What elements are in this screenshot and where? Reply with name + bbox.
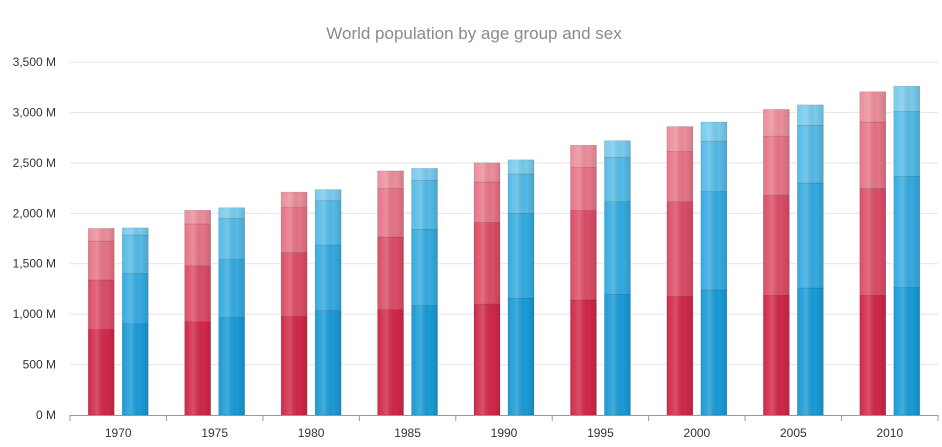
bar-segment-shine bbox=[763, 295, 790, 415]
bar-segment-shine bbox=[666, 126, 693, 152]
bar-segment-shine bbox=[893, 111, 920, 177]
bar-segment-shine bbox=[508, 173, 534, 214]
bar-segment-shine bbox=[666, 151, 693, 202]
bar-segment-shine bbox=[377, 188, 404, 237]
bar-segment-shine bbox=[474, 162, 500, 183]
bar-segment-shine bbox=[88, 228, 115, 242]
bar-segment-shine bbox=[184, 223, 211, 266]
bar-segment-shine bbox=[377, 309, 404, 415]
bars bbox=[87, 85, 921, 416]
bar-segment-shine bbox=[893, 176, 920, 288]
bar-segment-shine bbox=[281, 207, 308, 253]
bar-segment-shine bbox=[315, 189, 342, 201]
bar-segment-shine bbox=[474, 304, 500, 415]
bar-segment-shine bbox=[184, 265, 211, 322]
bar-segment-shine bbox=[570, 210, 597, 301]
y-tick-label: 2,000 M bbox=[13, 206, 56, 220]
bar-segment-shine bbox=[184, 321, 211, 415]
y-tick-label: 1,000 M bbox=[13, 307, 56, 321]
bar-segment-shine bbox=[411, 305, 438, 415]
bar-segment-shine bbox=[218, 317, 245, 415]
bar-segment-shine bbox=[122, 323, 149, 415]
bar-segment-shine bbox=[797, 125, 824, 184]
bar-segment-shine bbox=[859, 91, 886, 123]
bar-segment-shine bbox=[700, 122, 727, 142]
bar-segment-shine bbox=[281, 316, 308, 415]
bar-segment-shine bbox=[315, 245, 342, 311]
bar-segment-shine bbox=[377, 170, 404, 189]
bar-segment-shine bbox=[88, 241, 115, 280]
bar-segment-shine bbox=[122, 273, 149, 324]
bar-segment-shine bbox=[604, 201, 631, 295]
bar-segment-shine bbox=[763, 109, 790, 137]
bar-segment-shine bbox=[604, 157, 631, 202]
bar-segment-shine bbox=[666, 201, 693, 297]
y-tick-label: 500 M bbox=[23, 358, 56, 372]
bar-segment-shine bbox=[508, 213, 534, 299]
x-tick-label: 1985 bbox=[394, 426, 421, 440]
bar-segment-shine bbox=[88, 329, 115, 415]
bar-segment-shine bbox=[700, 289, 727, 415]
bar-segment-shine bbox=[281, 192, 308, 208]
bar-segment-shine bbox=[797, 287, 824, 415]
bar-segment-shine bbox=[218, 207, 245, 219]
x-tick-label: 2010 bbox=[876, 426, 903, 440]
bar-segment-shine bbox=[315, 200, 342, 246]
gridlines bbox=[70, 61, 938, 366]
bar-segment-shine bbox=[281, 252, 308, 317]
y-tick-label: 2,500 M bbox=[13, 156, 56, 170]
bar-segment-shine bbox=[122, 227, 149, 235]
bar-segment-shine bbox=[570, 300, 597, 415]
bar-segment-shine bbox=[411, 168, 438, 181]
y-tick-label: 0 M bbox=[36, 408, 56, 422]
x-tick-label: 1995 bbox=[587, 426, 614, 440]
bar-segment-shine bbox=[474, 182, 500, 223]
x-tick-label: 1975 bbox=[201, 426, 228, 440]
bar-segment-shine bbox=[763, 136, 790, 196]
bar-segment-shine bbox=[604, 294, 631, 415]
bar-segment-shine bbox=[700, 141, 727, 192]
bar-segment-shine bbox=[88, 279, 115, 330]
bar-segment-shine bbox=[218, 259, 245, 318]
x-tick-label: 1980 bbox=[298, 426, 325, 440]
bar-segment-shine bbox=[122, 234, 149, 274]
bar-segment-shine bbox=[666, 296, 693, 415]
x-tick-label: 2000 bbox=[684, 426, 711, 440]
bar-segment-shine bbox=[474, 222, 500, 305]
y-tick-label: 3,500 M bbox=[13, 55, 56, 69]
bar-segment-shine bbox=[218, 218, 245, 260]
bar-segment-shine bbox=[184, 210, 211, 224]
x-tick-label: 1990 bbox=[491, 426, 518, 440]
y-tick-label: 1,500 M bbox=[13, 257, 56, 271]
bar-segment-shine bbox=[859, 295, 886, 415]
x-tick-label: 1970 bbox=[105, 426, 132, 440]
x-axis-tick-labels: 1970 1975 1980 1985 1990 1995 2000 2005 2010 bbox=[105, 426, 904, 440]
bar-segment-shine bbox=[411, 229, 438, 306]
bar-segment-shine bbox=[570, 145, 597, 168]
y-tick-label: 3,000 M bbox=[13, 105, 56, 119]
bar-segment-shine bbox=[859, 188, 886, 296]
bar-segment-shine bbox=[315, 310, 342, 415]
bar-segment-shine bbox=[893, 287, 920, 415]
bar-segment-shine bbox=[508, 159, 534, 174]
bar-segment-shine bbox=[763, 195, 790, 296]
bar-segment-shine bbox=[411, 180, 438, 230]
bar-segment-shine bbox=[797, 183, 824, 288]
chart-title: World population by age group and sex bbox=[326, 24, 622, 43]
bar-segment-shine bbox=[797, 104, 824, 126]
y-axis-tick-labels: 0 M 500 M 1,000 M 1,500 M 2,000 M 2,500 M 3,00… bbox=[13, 55, 56, 422]
bar-segment-shine bbox=[508, 298, 534, 415]
bar-segment-shine bbox=[893, 86, 920, 112]
bar-segment-shine bbox=[377, 236, 404, 310]
bar-segment-shine bbox=[700, 191, 727, 290]
x-axis bbox=[69, 415, 939, 421]
x-tick-label: 2005 bbox=[780, 426, 807, 440]
bar-segment-shine bbox=[570, 167, 597, 211]
bar-segment-shine bbox=[859, 122, 886, 189]
bar-segment-shine bbox=[604, 140, 631, 158]
